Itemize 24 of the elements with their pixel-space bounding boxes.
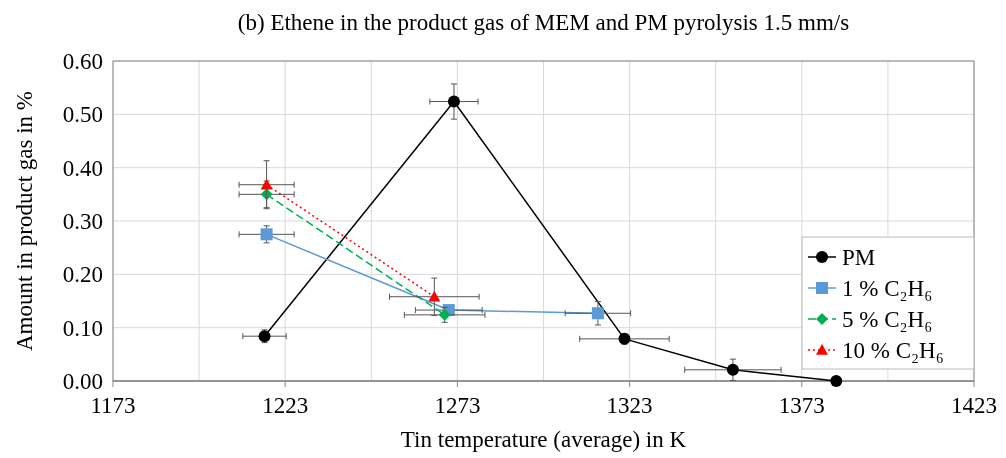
x-tick-label: 1223	[262, 393, 309, 418]
legend-label: 1 % C₂H₆	[842, 276, 933, 301]
y-tick-label: 0.20	[62, 262, 103, 288]
y-tick-label: 0.50	[62, 102, 103, 128]
y-tick-label: 0.40	[62, 155, 103, 181]
y-axis-title: Amount in product gas in %	[12, 91, 37, 351]
y-tick-label: 0.10	[62, 315, 103, 341]
x-tick-label: 1373	[778, 393, 825, 418]
point	[447, 95, 460, 108]
y-tick-label: 0.60	[62, 49, 103, 74]
point	[830, 375, 843, 387]
x-tick-label: 1423	[951, 393, 997, 418]
legend-label: 5 % C₂H₆	[842, 307, 933, 332]
y-tick-label: 0.30	[62, 209, 103, 234]
legend-label: PM	[842, 245, 876, 270]
x-axis-title: Tin temperature (average) in K	[400, 427, 687, 452]
chart-title: (b) Ethene in the product gas of MEM and PM pyrolysis 1.5 mm/s	[237, 10, 850, 35]
x-tick-label: 1273	[434, 393, 481, 418]
point	[726, 363, 739, 376]
y-tick-label: 0.00	[62, 369, 103, 394]
legend-label: 10 % C₂H₆	[842, 338, 944, 363]
point	[591, 307, 604, 320]
x-tick-label: 1323	[606, 393, 653, 418]
x-tick-label: 1173	[90, 393, 136, 418]
